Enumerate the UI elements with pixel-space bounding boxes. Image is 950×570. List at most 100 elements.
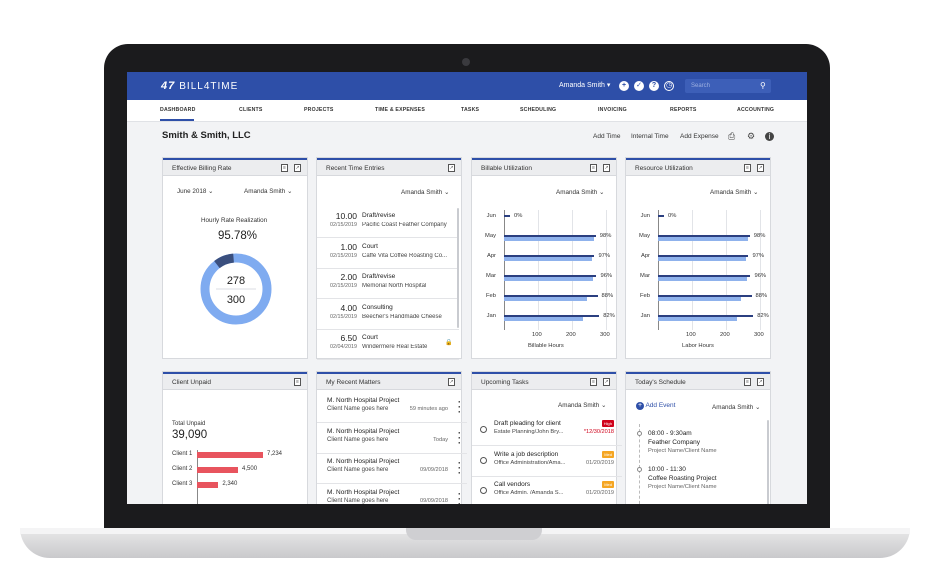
chevron-down-icon: ⌄	[755, 404, 761, 411]
task-row[interactable]: Write a job description Office Administra…	[472, 446, 622, 477]
expand-icon[interactable]: ↗	[448, 378, 455, 386]
time-entry-row[interactable]: 1.00 02/15/2019 Court Caffe Vita Coffee Roa…	[317, 238, 459, 269]
time-entry-row[interactable]: 4.00 02/15/2019 Consulting Beecher's Handma…	[317, 299, 459, 330]
task-row[interactable]: Draft pleading for client Estate Planning…	[472, 415, 622, 446]
add-circle-icon[interactable]: +	[619, 81, 629, 91]
add-expense-link[interactable]: Add Expense	[680, 133, 719, 140]
card-header: Upcoming Tasks ≡ ↗	[472, 374, 616, 390]
check-circle-icon[interactable]: ✓	[634, 81, 644, 91]
task-checkbox[interactable]	[480, 487, 487, 494]
clock-icon[interactable]: ◷	[664, 81, 674, 91]
nav-invoicing[interactable]: INVOICING	[598, 107, 627, 113]
matter-row[interactable]: M. North Hospital Project Client Name goe…	[317, 484, 467, 505]
client-label: Client 3	[172, 481, 193, 487]
scrollbar[interactable]	[457, 208, 459, 328]
nav-tasks[interactable]: TASKS	[461, 107, 480, 113]
search-icon[interactable]: ⚲	[760, 81, 766, 90]
nav-dashboard[interactable]: DASHBOARD	[160, 107, 196, 113]
user-dropdown[interactable]: Amanda Smith ⌄	[710, 189, 758, 196]
document-icon[interactable]: ≡	[590, 164, 597, 172]
info-icon[interactable]: i	[765, 132, 774, 141]
nav-time-expenses[interactable]: TIME & EXPENSES	[375, 107, 425, 113]
unpaid-bar	[197, 452, 263, 458]
bar-target	[658, 234, 750, 237]
x-tick-label: 200	[720, 332, 730, 338]
search-input[interactable]: Search	[685, 79, 771, 93]
user-dropdown[interactable]: Amanda Smith ⌄	[712, 404, 760, 411]
expand-icon[interactable]: ↗	[757, 164, 764, 172]
task-checkbox[interactable]	[480, 456, 487, 464]
time-entry-row[interactable]: 2.00 02/15/2019 Draft/revise Memorial North…	[317, 268, 459, 299]
matter-time: Today	[433, 436, 448, 443]
task-date: 01/20/2019	[586, 459, 614, 466]
document-icon[interactable]: ≡	[744, 378, 751, 386]
user-dropdown[interactable]: Amanda Smith ⌄	[244, 188, 292, 195]
gridline	[726, 210, 727, 330]
percent-label: 97%	[752, 253, 765, 259]
more-options-icon[interactable]: · · ·	[458, 427, 461, 448]
event-title[interactable]: Feather Company	[648, 439, 701, 446]
task-project: Office Admin. /Amanda S...	[494, 490, 564, 496]
nav-scheduling[interactable]: SCHEDULING	[520, 107, 557, 113]
document-icon[interactable]: ≡	[281, 164, 288, 172]
nav-reports[interactable]: REPORTS	[670, 107, 697, 113]
more-options-icon[interactable]: · · ·	[458, 458, 461, 478]
print-icon[interactable]: ⎙	[728, 131, 736, 141]
unpaid-value: 4,500	[242, 466, 258, 472]
bar-target	[504, 274, 597, 277]
add-time-link[interactable]: Add Time	[593, 133, 621, 140]
nav-clients[interactable]: CLIENTS	[239, 107, 263, 113]
expand-icon[interactable]: ↗	[448, 164, 455, 172]
y-category-label: Mar	[486, 273, 496, 279]
x-axis-title: Billable Hours	[528, 343, 564, 349]
period-dropdown[interactable]: June 2018 ⌄	[177, 188, 213, 195]
time-entry-row[interactable]: 6.50 02/04/2019 Court Windermere Real Estat…	[317, 329, 459, 360]
matter-project: M. North Hospital Project	[327, 427, 400, 435]
matter-row[interactable]: M. North Hospital Project Client Name goe…	[317, 392, 467, 423]
expand-icon[interactable]: ↗	[294, 164, 301, 172]
help-circle-icon[interactable]: ?	[649, 81, 659, 91]
add-event-button[interactable]: + Add Event	[636, 402, 675, 410]
expand-icon[interactable]: ↗	[603, 164, 610, 172]
y-category-label: Jan	[640, 313, 650, 319]
document-icon[interactable]: ≡	[590, 378, 597, 386]
app-logo[interactable]: 47 BILL4TIME	[161, 80, 238, 92]
nav-projects[interactable]: PROJECTS	[304, 107, 334, 113]
expand-icon[interactable]: ↗	[603, 378, 610, 386]
user-dropdown[interactable]: Amanda Smith ⌄	[558, 402, 606, 409]
task-row[interactable]: Call vendors Office Admin. /Amanda S... Me…	[472, 476, 622, 504]
internal-time-link[interactable]: Internal Time	[631, 133, 669, 140]
scrollbar[interactable]	[767, 420, 769, 504]
task-date: 01/20/2019	[586, 490, 614, 496]
y-axis-line	[504, 210, 505, 330]
bar-target	[504, 254, 595, 257]
user-menu[interactable]: Amanda Smith ▾	[559, 82, 611, 89]
resource-utilization-chart: 100 200 300 Jun 0% May 98% Apr 97% Mar 96% Feb 88% Ja…	[626, 208, 772, 358]
percent-label: 98%	[599, 233, 612, 239]
user-dropdown[interactable]: Amanda Smith ⌄	[401, 189, 449, 196]
card-accent	[626, 158, 770, 160]
event-title[interactable]: Coffee Roasting Project	[648, 475, 717, 482]
chevron-down-icon: ⌄	[444, 189, 450, 196]
more-options-icon[interactable]: · · ·	[458, 488, 461, 504]
logo-text: BILL4TIME	[179, 80, 239, 92]
matter-row[interactable]: M. North Hospital Project Client Name goe…	[317, 423, 467, 454]
document-icon[interactable]: ≡	[744, 164, 751, 172]
nav-accounting[interactable]: ACCOUNTING	[737, 107, 775, 113]
document-icon[interactable]: ≡	[294, 378, 301, 386]
y-category-label: Mar	[640, 273, 650, 279]
card-accent	[472, 372, 616, 374]
gear-icon[interactable]: ⚙	[747, 131, 756, 141]
user-dropdown[interactable]: Amanda Smith ⌄	[556, 189, 604, 196]
bar-target	[504, 294, 598, 297]
entry-type: Consulting	[362, 303, 393, 311]
entry-type: Draft/revise	[362, 212, 396, 219]
task-checkbox[interactable]	[480, 426, 487, 433]
user-value: Amanda Smith	[712, 404, 754, 411]
expand-icon[interactable]: ↗	[757, 378, 764, 386]
priority-badge: Med	[602, 450, 614, 458]
matter-row[interactable]: M. North Hospital Project Client Name goe…	[317, 453, 467, 484]
time-entry-row[interactable]: 10.00 02/15/2019 Draft/revise Pacific Coast…	[317, 207, 459, 238]
more-options-icon[interactable]: · · ·	[458, 397, 461, 417]
